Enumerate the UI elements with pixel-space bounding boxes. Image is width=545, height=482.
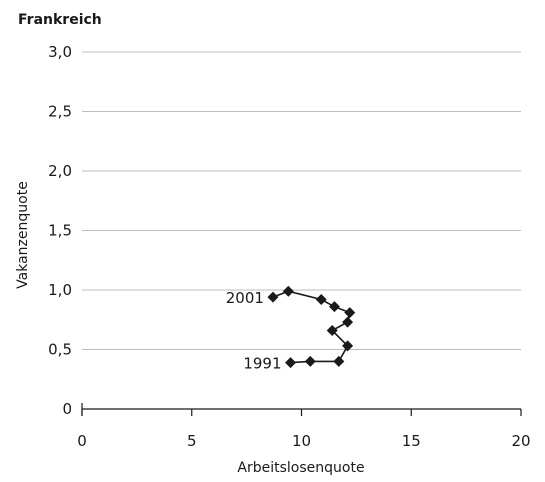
y-axis-label: Vakanzenquote — [15, 181, 31, 289]
data-point-marker — [267, 291, 279, 303]
data-point-marker — [282, 285, 294, 297]
chart-title: Frankreich — [18, 12, 102, 28]
y-tick-label: 2,0 — [48, 162, 72, 180]
x-axis-label: Arbeitslosenquote — [237, 460, 364, 476]
x-tick-label: 15 — [402, 432, 421, 450]
x-tick-labels: 0 5 10 15 20 — [77, 432, 530, 450]
data-point-marker — [285, 357, 297, 369]
x-tick-label: 20 — [511, 432, 530, 450]
y-tick-label: 1,0 — [48, 281, 72, 299]
x-tick-label: 10 — [292, 432, 311, 450]
data-point-marker — [304, 355, 316, 367]
year-annotation: 1991 — [243, 355, 281, 373]
y-tick-label: 3,0 — [48, 43, 72, 61]
data-point-marker — [315, 294, 327, 306]
data-point-marker — [342, 340, 354, 352]
data-point-marker — [333, 355, 345, 367]
series-line — [272, 290, 351, 364]
annotations: 1991 2001 — [226, 289, 282, 372]
y-tick-label: 2,5 — [48, 103, 72, 121]
series-layer — [267, 285, 356, 369]
y-tick-label: 1,5 — [48, 222, 72, 240]
grid-layer — [82, 51, 521, 350]
y-tick-label: 0 — [62, 400, 72, 418]
data-point-marker — [326, 324, 338, 336]
data-point-marker — [342, 316, 354, 328]
y-tick-labels: 0 0,5 1,0 1,5 2,0 2,5 3,0 — [48, 43, 72, 418]
data-point-marker — [344, 307, 356, 319]
x-tick-label: 5 — [187, 432, 197, 450]
year-annotation: 2001 — [226, 289, 264, 307]
y-tick-label: 0,5 — [48, 341, 72, 359]
axis-layer — [81, 403, 522, 416]
x-tick-label: 0 — [77, 432, 87, 450]
data-point-marker — [328, 301, 340, 313]
